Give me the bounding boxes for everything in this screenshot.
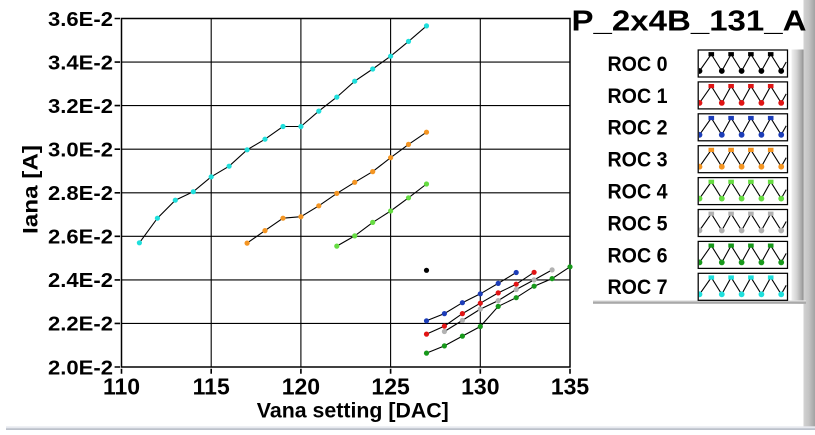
svg-text:Iana [A]: Iana [A] [19, 145, 42, 234]
svg-text:2.8E-2: 2.8E-2 [48, 183, 113, 205]
svg-text:3.4E-2: 3.4E-2 [48, 52, 113, 74]
svg-text:3.6E-2: 3.6E-2 [48, 9, 113, 31]
svg-text:125: 125 [371, 374, 410, 400]
svg-text:2.6E-2: 2.6E-2 [48, 227, 113, 249]
svg-text:Vana setting [DAC]: Vana setting [DAC] [257, 400, 449, 423]
svg-text:ROC 0: ROC 0 [608, 53, 668, 76]
svg-text:3.0E-2: 3.0E-2 [48, 140, 113, 162]
svg-text:ROC 2: ROC 2 [608, 117, 668, 140]
svg-text:115: 115 [193, 374, 230, 400]
svg-text:ROC 1: ROC 1 [608, 85, 668, 108]
svg-text:ROC 3: ROC 3 [608, 149, 668, 172]
svg-text:2.2E-2: 2.2E-2 [48, 314, 113, 336]
svg-text:130: 130 [461, 374, 499, 400]
svg-text:ROC 4: ROC 4 [608, 181, 668, 204]
svg-text:135: 135 [551, 374, 590, 400]
svg-text:ROC 5: ROC 5 [608, 212, 668, 235]
svg-text:ROC 6: ROC 6 [608, 244, 668, 267]
svg-text:P_2x4B_131_A: P_2x4B_131_A [572, 6, 807, 38]
svg-text:120: 120 [282, 374, 320, 400]
svg-text:2.4E-2: 2.4E-2 [48, 270, 113, 292]
svg-text:ROC 7: ROC 7 [608, 276, 668, 299]
svg-text:3.2E-2: 3.2E-2 [48, 96, 113, 118]
svg-text:2.0E-2: 2.0E-2 [48, 357, 113, 379]
